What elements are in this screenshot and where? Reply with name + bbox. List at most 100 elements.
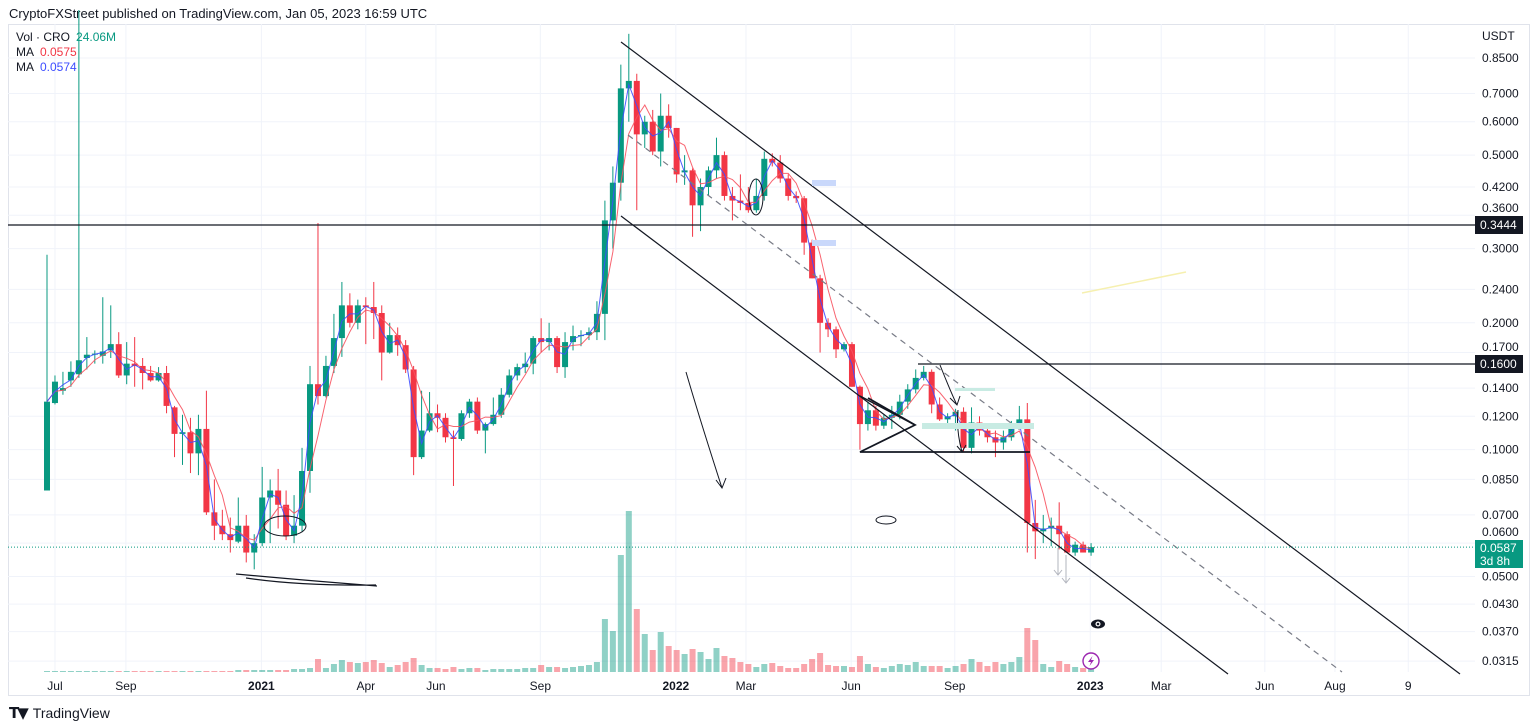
last-price-label: 0.0587 3d 8h: [1475, 540, 1523, 568]
legend-ma-blue[interactable]: MA 0.0574: [16, 60, 83, 75]
volume-bar: [976, 662, 983, 672]
legend-volume[interactable]: Vol · CRO 24.06M: [16, 30, 122, 45]
price-tick-label: 0.0850: [1482, 472, 1519, 486]
price-tick-label: 0.0700: [1482, 508, 1519, 522]
volume-bar: [880, 668, 887, 672]
volume-bar: [514, 669, 521, 672]
last-price-text: 0.0587: [1480, 541, 1517, 555]
volume-bar: [442, 669, 449, 672]
triangle-top[interactable]: [859, 395, 916, 426]
candle-body[interactable]: [378, 313, 385, 353]
arrow-doodle: [685, 371, 727, 490]
volume-bar: [314, 659, 321, 672]
candle-body[interactable]: [83, 354, 90, 359]
volume-bar: [466, 668, 473, 672]
triangle-pattern[interactable]: [859, 397, 1030, 453]
time-axis[interactable]: Jul Sep 2021 Apr Jun Sep 2022 Mar Jun Sep 2023 Mar J…: [47, 679, 1412, 693]
volume-bar: [809, 659, 816, 672]
price-tick-label: 0.3000: [1482, 242, 1519, 256]
volume-bar: [275, 670, 282, 672]
candle-body[interactable]: [1024, 419, 1031, 523]
candle-body[interactable]: [75, 360, 82, 375]
candle-body[interactable]: [51, 381, 58, 404]
volume-bar: [322, 668, 329, 672]
volume-bar: [378, 663, 385, 672]
volume-bar: [307, 668, 314, 672]
candle-body[interactable]: [67, 371, 74, 381]
volume-bar: [354, 663, 361, 672]
circle-doodle-top: [748, 178, 764, 216]
highlight-box-3: [922, 423, 1034, 429]
volume-bar: [817, 653, 824, 672]
candle-body[interactable]: [171, 407, 178, 434]
volume-bar: [139, 671, 146, 672]
volume-bar: [498, 669, 505, 672]
candle-body[interactable]: [617, 88, 624, 183]
candle-body[interactable]: [960, 411, 967, 448]
volume-bar: [665, 646, 672, 672]
volume-bar: [1080, 668, 1087, 672]
chart-pane[interactable]: [8, 24, 1530, 696]
legend-ma-blue-value: 0.0574: [40, 60, 77, 74]
time-tick-label: Apr: [356, 679, 375, 693]
volume-bar: [1072, 667, 1079, 672]
volume-bar: [251, 670, 258, 672]
volume-bar: [872, 667, 879, 672]
candle-body[interactable]: [689, 170, 696, 206]
channel-upper-line[interactable]: [620, 41, 1461, 675]
candle-body[interactable]: [307, 384, 314, 471]
eye-icon[interactable]: [1091, 619, 1105, 629]
volume-bar: [562, 668, 569, 672]
moving-averages: [46, 82, 1092, 551]
volume-bar: [825, 665, 832, 672]
volume-bar: [673, 650, 680, 672]
price-tick-label: 0.0500: [1482, 570, 1519, 584]
volume-bar: [450, 667, 457, 672]
volume-bar: [1016, 657, 1023, 672]
volume-bar: [338, 660, 345, 672]
volume-bar: [936, 666, 943, 672]
volume-bar: [777, 666, 784, 672]
candle-body[interactable]: [59, 388, 66, 391]
volume-bar: [211, 671, 218, 672]
time-tick-label: Sep: [944, 679, 966, 693]
candle-body[interactable]: [203, 428, 210, 513]
candle-body[interactable]: [44, 401, 50, 491]
legend-ma-red[interactable]: MA 0.0575: [16, 45, 83, 60]
candle-body[interactable]: [410, 369, 417, 458]
candle-body[interactable]: [649, 121, 656, 152]
volume-bar: [896, 664, 903, 672]
channel-mid-dashed-line[interactable]: [627, 134, 1343, 673]
candle-body[interactable]: [633, 80, 640, 135]
price-tick-label: 0.6000: [1482, 115, 1519, 129]
volume-bar: [59, 671, 66, 672]
volume-bar: [482, 670, 489, 672]
time-tick-label: Sep: [530, 679, 552, 693]
publish-title: CryptoFXStreet published on TradingView.…: [9, 6, 428, 21]
channel-lower-line[interactable]: [620, 215, 1229, 675]
lightning-icon[interactable]: [1082, 652, 1100, 670]
volume-bar: [51, 671, 58, 672]
highlight-box-2: [812, 240, 836, 246]
volume-bar: [522, 668, 529, 672]
drawings[interactable]: [8, 41, 1475, 675]
volume-bar: [745, 664, 752, 672]
candle-body[interactable]: [235, 525, 242, 542]
candle-body[interactable]: [601, 220, 608, 314]
highlight-box-1: [812, 180, 836, 186]
candle-body[interactable]: [657, 115, 664, 152]
ma-blue-line: [46, 82, 1092, 551]
candle-body[interactable]: [554, 338, 561, 368]
volume-bar: [402, 662, 409, 672]
circle-doodle-bottom: [263, 515, 307, 537]
volume-bar: [649, 650, 656, 672]
price-axis[interactable]: USDT 0.8500 0.7000 0.6000 0.5000 0.4200 0.360…: [1482, 29, 1519, 668]
underline-doodle: [235, 573, 378, 587]
volume-bar: [856, 656, 863, 672]
time-tick-label: Mar: [736, 679, 757, 693]
volume-bar: [888, 666, 895, 672]
price-tick-label: 0.0600: [1482, 525, 1519, 539]
candle-body[interactable]: [99, 351, 106, 356]
footer-brand[interactable]: T▼ TradingView: [9, 704, 110, 722]
